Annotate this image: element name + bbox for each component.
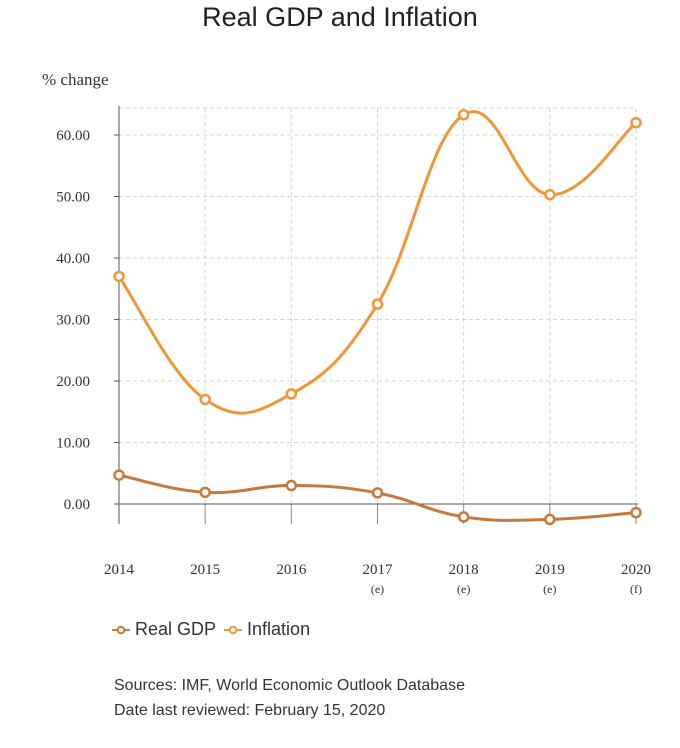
y-tick-label: 20.00 (56, 374, 90, 390)
x-tick-label: 2020 (621, 562, 651, 578)
y-axis-label: % change (42, 70, 109, 89)
y-tick-label: 60.00 (56, 128, 90, 144)
x-tick-label: 2019 (535, 562, 565, 578)
data-point-real-gdp (544, 513, 556, 526)
x-tick-label: 2014 (104, 562, 135, 578)
data-point-inflation (544, 188, 556, 201)
data-point-real-gdp (285, 479, 298, 492)
x-tick-labels: 2014 2015 2016 2017 (e) 2018 (e) 2019 (e) 2020 (f) (104, 562, 651, 596)
legend-item-inflation[interactable]: Inflation (224, 619, 310, 640)
x-tick-label: 2015 (190, 562, 220, 578)
data-point-inflation (630, 116, 642, 129)
y-tick-label: 50.00 (56, 190, 90, 206)
legend-label-real-gdp: Real GDP (135, 619, 217, 639)
sources-note: Sources: IMF, World Economic Outlook Dat… (114, 673, 465, 723)
data-point-real-gdp (630, 506, 642, 519)
x-tick-note: (e) (457, 582, 470, 596)
data-point-inflation (199, 393, 211, 406)
y-tick-label: 40.00 (56, 251, 90, 267)
y-tick-labels: 0.00 10.00 20.00 30.00 40.00 50.00 60.00 (56, 128, 90, 513)
sources-text: Sources: IMF, World Economic Outlook Dat… (114, 677, 465, 694)
x-tick-note: (e) (371, 582, 384, 596)
x-tick-note: (f) (630, 582, 642, 596)
data-point-real-gdp (371, 487, 384, 499)
y-tick-label: 10.00 (56, 436, 90, 452)
axes (114, 106, 638, 524)
series-lines (113, 108, 642, 526)
data-point-inflation (113, 270, 125, 283)
data-point-inflation (285, 388, 298, 400)
legend-label-inflation: Inflation (247, 619, 311, 639)
legend-marker-real-gdp (112, 625, 130, 634)
legend-marker-inflation (224, 625, 243, 634)
x-tick-label: 2016 (276, 562, 307, 578)
x-tick-note: (e) (543, 582, 556, 596)
x-tick-label: 2017 (363, 562, 394, 578)
y-tick-label: 30.00 (56, 313, 90, 329)
chart-title: Real GDP and Inflation (202, 2, 478, 32)
date-reviewed-text: Date last reviewed: February 15, 2020 (114, 702, 386, 719)
data-point-real-gdp (113, 469, 125, 481)
x-tick-label: 2018 (449, 562, 479, 578)
data-point-inflation (371, 298, 384, 310)
legend: Real GDP Inflation (112, 619, 318, 640)
data-point-real-gdp (457, 511, 470, 523)
legend-item-real-gdp[interactable]: Real GDP (112, 619, 216, 640)
y-tick-label: 0.00 (64, 497, 90, 513)
data-point-real-gdp (199, 486, 211, 499)
data-point-inflation (457, 108, 470, 121)
